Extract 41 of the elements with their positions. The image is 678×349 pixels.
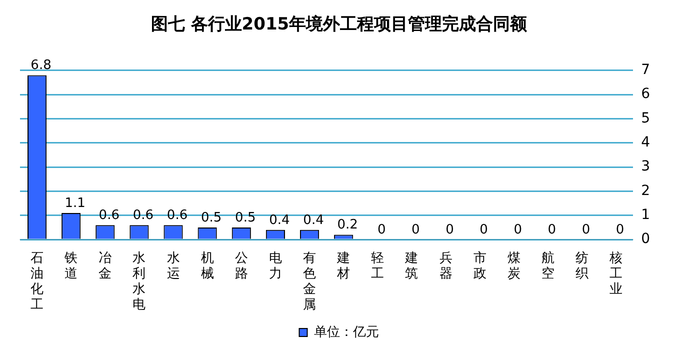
data-label: 0	[582, 222, 590, 238]
chart-title: 图七 各行业2015年境外工程项目管理完成合同额	[150, 14, 528, 35]
y-tick-label: 5	[641, 110, 650, 126]
data-label: 0.4	[269, 212, 290, 228]
x-tick-label: 冶金	[98, 250, 112, 282]
data-label: 0.2	[337, 218, 358, 233]
data-label: 6.8	[30, 58, 52, 74]
y-tick-label: 6	[641, 86, 650, 102]
data-label: 0	[377, 222, 386, 238]
x-tick-label: 纺织	[576, 250, 588, 282]
y-tick-label: 2	[641, 182, 650, 199]
data-label: 0	[616, 222, 624, 238]
x-tick-label: 核工业	[608, 250, 623, 297]
data-label: 0	[514, 222, 522, 238]
y-tick-label: 3	[641, 158, 650, 175]
x-tick-label: 煤炭	[507, 250, 520, 282]
data-label: 0	[480, 222, 488, 238]
x-tick-label: 铁道	[64, 250, 78, 282]
x-tick-label: 公路	[234, 250, 248, 282]
y-tick-label: 1	[641, 207, 650, 224]
x-tick-label: 水利水电	[132, 250, 146, 313]
x-tick-label: 石油化工	[30, 250, 44, 313]
y-tick-label: 7	[641, 62, 650, 78]
x-tick-label: 水运	[166, 250, 180, 282]
x-tick-label: 轻工	[371, 250, 384, 282]
x-tick-label: 有色金属	[303, 250, 316, 313]
x-tick-label: 电力	[268, 250, 282, 282]
x-tick-label: 航空	[541, 250, 554, 282]
data-label: 0	[446, 222, 454, 238]
x-tick-label: 建材	[336, 250, 350, 282]
legend-label: 单位：亿元	[314, 324, 379, 340]
data-label: 0	[548, 222, 556, 238]
data-label: 1.1	[64, 196, 86, 211]
x-tick-label: 建筑	[404, 250, 418, 282]
y-tick-label: 0	[641, 231, 650, 248]
data-label: 0.4	[303, 212, 324, 228]
data-label: 0	[412, 222, 420, 238]
x-tick-label: 兵器	[439, 250, 452, 282]
x-tick-label: 市政	[473, 250, 486, 282]
y-tick-label: 4	[641, 134, 650, 151]
x-tick-label: 机械	[200, 250, 214, 282]
